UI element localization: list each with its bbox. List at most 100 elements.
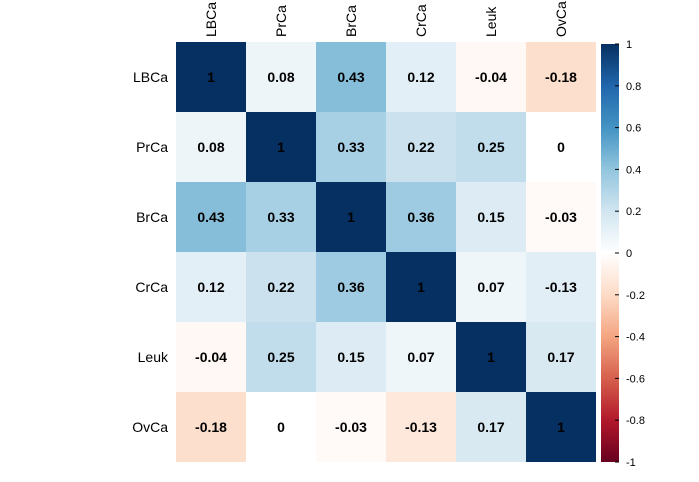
cell-value-LBCa-LBCa: 1	[207, 69, 215, 85]
column-label-PrCa: PrCa	[273, 5, 289, 37]
heatmap-cell-Leuk-PrCa	[246, 322, 316, 392]
cell-value-BrCa-BrCa: 1	[347, 209, 355, 225]
heatmap-cell-LBCa-BrCa	[316, 42, 386, 112]
cell-value-Leuk-CrCa: 0.07	[407, 349, 434, 365]
cell-value-PrCa-BrCa: 0.33	[337, 139, 364, 155]
row-labels: LBCa PrCa BrCa CrCa Leuk OvCa	[132, 69, 169, 435]
heatmap-cell-PrCa-OvCa	[526, 112, 596, 182]
cell-value-PrCa-LBCa: 0.08	[197, 139, 224, 155]
heatmap-cell-BrCa-LBCa	[176, 182, 246, 252]
heatmap-cell-PrCa-BrCa	[316, 112, 386, 182]
cell-value-OvCa-OvCa: 1	[557, 419, 565, 435]
heatmap-cell-OvCa-CrCa	[386, 392, 456, 462]
heatmap-cell-PrCa-LBCa	[176, 112, 246, 182]
cell-value-CrCa-CrCa: 1	[417, 279, 425, 295]
cell-value-OvCa-LBCa: -0.18	[195, 419, 227, 435]
row-label-OvCa: OvCa	[132, 419, 168, 435]
cell-value-PrCa-PrCa: 1	[277, 139, 285, 155]
cell-value-Leuk-LBCa: -0.04	[195, 349, 227, 365]
heatmap-cell-Leuk-Leuk	[456, 322, 526, 392]
heatmap-cell-BrCa-PrCa	[246, 182, 316, 252]
heatmap-cell-Leuk-LBCa	[176, 322, 246, 392]
column-label-CrCa: CrCa	[413, 4, 429, 37]
cell-value-Leuk-OvCa: 0.17	[547, 349, 574, 365]
column-labels: LBCa PrCa BrCa CrCa Leuk OvCa	[203, 1, 569, 37]
heatmap-cell-BrCa-CrCa	[386, 182, 456, 252]
heatmap-cell-OvCa-LBCa	[176, 392, 246, 462]
row-label-Leuk: Leuk	[138, 349, 169, 365]
cell-value-OvCa-CrCa: -0.13	[405, 419, 437, 435]
heatmap-cell-LBCa-OvCa	[526, 42, 596, 112]
column-label-OvCa: OvCa	[553, 1, 569, 37]
cell-value-BrCa-CrCa: 0.36	[407, 209, 434, 225]
colorbar: 1 0.8 0.6 0.4 0.2 0 -0.2 -0.4 -0.6 -0.8 -1	[601, 39, 645, 469]
row-label-PrCa: PrCa	[136, 139, 168, 155]
cell-value-BrCa-OvCa: -0.03	[545, 209, 577, 225]
heatmap-cell-LBCa-PrCa	[246, 42, 316, 112]
colorbar-tick-label: 0.2	[626, 206, 641, 218]
heatmap-cell-CrCa-Leuk	[456, 252, 526, 322]
colorbar-tick-label: -0.2	[626, 290, 645, 302]
column-label-BrCa: BrCa	[343, 5, 359, 37]
cell-value-LBCa-OvCa: -0.18	[545, 69, 577, 85]
cell-value-BrCa-Leuk: 0.15	[477, 209, 504, 225]
cell-value-CrCa-OvCa: -0.13	[545, 279, 577, 295]
heatmap-cell-PrCa-CrCa	[386, 112, 456, 182]
cell-value-CrCa-LBCa: 0.12	[197, 279, 224, 295]
heatmap-cells	[176, 42, 596, 462]
cell-value-labels: 1 0.08 0.43 0.12 -0.04 -0.18 0.08 1 0.33 0.22 0.25…	[195, 69, 577, 435]
heatmap-cell-Leuk-BrCa	[316, 322, 386, 392]
heatmap-cell-CrCa-CrCa	[386, 252, 456, 322]
cell-value-CrCa-Leuk: 0.07	[477, 279, 504, 295]
heatmap-cell-CrCa-OvCa	[526, 252, 596, 322]
colorbar-tick-label: 0.8	[626, 81, 641, 93]
cell-value-LBCa-PrCa: 0.08	[267, 69, 294, 85]
cell-value-CrCa-PrCa: 0.22	[267, 279, 294, 295]
heatmap-cell-Leuk-CrCa	[386, 322, 456, 392]
heatmap-cell-BrCa-Leuk	[456, 182, 526, 252]
row-label-CrCa: CrCa	[135, 279, 168, 295]
colorbar-tick-label: -0.8	[626, 415, 645, 427]
cell-value-PrCa-Leuk: 0.25	[477, 139, 504, 155]
colorbar-tick-label: -0.6	[626, 373, 645, 385]
heatmap-cell-LBCa-Leuk	[456, 42, 526, 112]
heatmap-cell-CrCa-PrCa	[246, 252, 316, 322]
cell-value-OvCa-BrCa: -0.03	[335, 419, 367, 435]
column-label-Leuk: Leuk	[483, 6, 499, 37]
row-label-LBCa: LBCa	[133, 69, 168, 85]
heatmap-cell-BrCa-OvCa	[526, 182, 596, 252]
heatmap-cell-OvCa-PrCa	[246, 392, 316, 462]
cell-value-CrCa-BrCa: 0.36	[337, 279, 364, 295]
cell-value-OvCa-PrCa: 0	[277, 419, 285, 435]
heatmap-cell-LBCa-CrCa	[386, 42, 456, 112]
heatmap-cell-BrCa-BrCa	[316, 182, 386, 252]
cell-value-PrCa-OvCa: 0	[557, 139, 565, 155]
heatmap-cell-CrCa-BrCa	[316, 252, 386, 322]
row-label-BrCa: BrCa	[136, 209, 168, 225]
heatmap-cell-PrCa-Leuk	[456, 112, 526, 182]
colorbar-tick-label: 0.4	[626, 164, 641, 176]
cell-value-OvCa-Leuk: 0.17	[477, 419, 504, 435]
cell-value-Leuk-PrCa: 0.25	[267, 349, 294, 365]
heatmap-cell-LBCa-LBCa	[176, 42, 246, 112]
colorbar-tick-label: -1	[626, 457, 636, 469]
colorbar-gradient	[601, 44, 619, 462]
cell-value-LBCa-BrCa: 0.43	[337, 69, 364, 85]
colorbar-tick-label: 0	[626, 248, 632, 260]
cell-value-LBCa-CrCa: 0.12	[407, 69, 434, 85]
colorbar-tick-label: 0.6	[626, 123, 641, 135]
heatmap-cell-CrCa-LBCa	[176, 252, 246, 322]
cell-value-BrCa-PrCa: 0.33	[267, 209, 294, 225]
cell-value-Leuk-Leuk: 1	[487, 349, 495, 365]
cell-value-Leuk-BrCa: 0.15	[337, 349, 364, 365]
column-label-LBCa: LBCa	[203, 2, 219, 37]
heatmap-cell-OvCa-BrCa	[316, 392, 386, 462]
heatmap-cell-OvCa-Leuk	[456, 392, 526, 462]
cell-value-BrCa-LBCa: 0.43	[197, 209, 224, 225]
colorbar-tick-label: -0.4	[626, 332, 645, 344]
heatmap-cell-Leuk-OvCa	[526, 322, 596, 392]
cell-value-PrCa-CrCa: 0.22	[407, 139, 434, 155]
heatmap-cell-OvCa-OvCa	[526, 392, 596, 462]
